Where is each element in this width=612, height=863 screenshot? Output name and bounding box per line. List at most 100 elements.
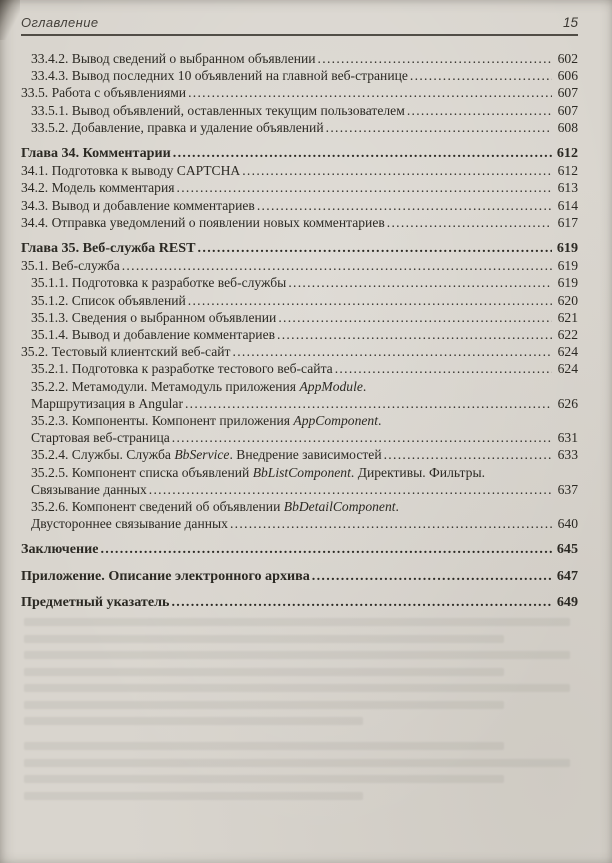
toc-page-number: 619 xyxy=(557,275,578,291)
dot-leader xyxy=(233,343,553,360)
toc-entry: 34.2. Модель комментария 613 xyxy=(21,179,578,196)
toc-entry: 33.4.3. Вывод последних 10 объявлений на… xyxy=(21,67,578,84)
showthrough-line xyxy=(24,634,505,643)
toc-line: 35.1.4. Вывод и добавление комментариев 6… xyxy=(31,326,578,343)
toc-line: Стартовая веб-страница 631 xyxy=(31,429,578,446)
toc-entry: 33.5. Работа с объявлениями 607 xyxy=(21,84,578,101)
toc-group: Предметный указатель 649 xyxy=(21,594,578,611)
toc-page-number: 631 xyxy=(557,430,578,446)
toc-entry: Глава 35. Веб-служба REST 619 xyxy=(21,240,578,257)
toc-line: 35.2.1. Подготовка к разработке тестовог… xyxy=(31,360,578,377)
toc-line: 35.2.6. Компонент сведений об объявлении… xyxy=(31,498,578,515)
toc-page-number: 619 xyxy=(557,258,578,274)
dot-leader xyxy=(257,197,552,214)
toc-line: 34.4. Отправка уведомлений о появлении н… xyxy=(21,214,578,231)
toc-line: Заключение 645 xyxy=(21,541,578,558)
toc-page-number: 607 xyxy=(557,85,578,101)
toc-entry-label: Приложение. Описание электронного архива xyxy=(21,567,310,584)
toc-line: Приложение. Описание электронного архива… xyxy=(21,568,578,585)
toc-line: Двустороннее связывание данных 640 xyxy=(31,515,578,532)
toc-entry-label: 33.4.2. Вывод сведений о выбранном объяв… xyxy=(31,51,316,66)
toc-entry-label: 35.2.1. Подготовка к разработке тестовог… xyxy=(31,361,333,377)
toc-entry: 35.2.5. Компонент списка объявлений BbLi… xyxy=(21,464,578,498)
toc-entry: 35.2. Тестовый клиентский веб-сайт 624 xyxy=(21,343,578,360)
dot-leader xyxy=(318,50,552,67)
scan-corner-shadow xyxy=(0,0,20,40)
toc-page-number: 612 xyxy=(557,163,578,179)
toc-line: 33.4.2. Вывод сведений о выбранном объяв… xyxy=(31,50,578,67)
toc-entry: Заключение 645 xyxy=(21,541,578,558)
toc-entry: 34.4. Отправка уведомлений о появлении н… xyxy=(21,214,578,231)
toc-page-number: 647 xyxy=(556,567,578,584)
toc-entry-label: Маршрутизация в Angular xyxy=(31,395,183,411)
dot-leader xyxy=(278,309,552,326)
toc-entry: 35.2.2. Метамодули. Метамодуль приложени… xyxy=(21,378,578,412)
toc-page-number: 607 xyxy=(557,102,578,118)
toc-page-number: 624 xyxy=(557,361,578,377)
showthrough-line xyxy=(24,717,363,725)
toc-page-number: 617 xyxy=(557,214,578,230)
toc-line: 35.2. Тестовый клиентский веб-сайт 624 xyxy=(21,343,578,360)
dot-leader xyxy=(335,360,552,377)
toc-entry-label: 34.4. Отправка уведомлений о появлении н… xyxy=(21,214,385,230)
toc-page-number: 649 xyxy=(556,593,578,610)
toc-entry-label: Глава 34. Комментарии xyxy=(21,145,171,162)
toc-entry: 33.4.2. Вывод сведений о выбранном объяв… xyxy=(21,50,578,67)
table-of-contents: 33.4.2. Вывод сведений о выбранном объяв… xyxy=(21,50,578,620)
toc-line: Глава 35. Веб-служба REST 619 xyxy=(21,240,578,257)
italic-term: BbListComponent xyxy=(252,464,351,480)
toc-entry: Приложение. Описание электронного архива… xyxy=(21,568,578,585)
page-showthrough xyxy=(24,742,570,808)
dot-leader xyxy=(407,102,552,119)
toc-entry: 33.5.1. Вывод объявлений, оставленных те… xyxy=(21,102,578,119)
dot-leader xyxy=(410,67,552,84)
toc-entry-label: 34.1. Подготовка к выводу CAPTCHA xyxy=(21,163,241,179)
toc-entry-label: 35.2. Тестовый клиентский веб-сайт xyxy=(21,344,231,360)
toc-entry-label: 35.1.1. Подготовка к разработке веб-служ… xyxy=(31,275,287,291)
toc-entry: 35.2.4. Службы. Служба BbService. Внедре… xyxy=(21,446,578,463)
toc-group: Заключение 645 xyxy=(21,541,578,558)
toc-entry-label: 35.2.5. Компонент списка объявлений BbLi… xyxy=(31,464,485,480)
toc-line: Связывание данных 637 xyxy=(31,481,578,498)
dot-leader xyxy=(326,119,552,136)
toc-page-number: 613 xyxy=(557,180,578,196)
toc-line: 33.5. Работа с объявлениями 607 xyxy=(21,84,578,101)
dot-leader xyxy=(171,594,552,611)
toc-line: 35.1.3. Сведения о выбранном объявлении 6… xyxy=(31,309,578,326)
toc-group: 33.4.2. Вывод сведений о выбранном объяв… xyxy=(21,50,578,136)
toc-entry-label: Стартовая веб-страница xyxy=(31,430,170,446)
italic-term: AppComponent xyxy=(293,413,378,429)
showthrough-line xyxy=(24,758,570,767)
toc-entry: 34.1. Подготовка к выводу CAPTCHA 612 xyxy=(21,162,578,179)
dot-leader xyxy=(177,179,553,196)
toc-entry-label: 33.5. Работа с объявлениями xyxy=(21,85,187,101)
toc-line: 35.2.4. Службы. Служба BbService. Внедре… xyxy=(31,446,578,463)
toc-line: 33.5.2. Добавление, правка и удаление об… xyxy=(31,119,578,136)
toc-page-number: 621 xyxy=(557,309,578,325)
dot-leader xyxy=(173,145,552,162)
toc-line: Маршрутизация в Angular 626 xyxy=(31,395,578,412)
toc-line: 35.1. Веб-служба 619 xyxy=(21,257,578,274)
toc-entry-label: 35.1.3. Сведения о выбранном объявлении xyxy=(31,309,277,325)
toc-entry: 35.1.4. Вывод и добавление комментариев 6… xyxy=(21,326,578,343)
dot-leader xyxy=(242,162,552,179)
toc-page-number: 637 xyxy=(557,481,578,497)
toc-entry: 34.3. Вывод и добавление комментариев 614 xyxy=(21,197,578,214)
toc-entry-label: Двустороннее связывание данных xyxy=(31,516,228,532)
toc-line: 35.1.2. Список объявлений 620 xyxy=(31,292,578,309)
showthrough-line xyxy=(24,684,570,692)
dot-leader xyxy=(149,481,552,498)
toc-entry: 35.2.1. Подготовка к разработке тестовог… xyxy=(21,360,578,377)
toc-entry-label: 35.1.2. Список объявлений xyxy=(31,292,186,308)
dot-leader xyxy=(172,429,552,446)
dot-leader xyxy=(198,240,552,257)
showthrough-line xyxy=(24,742,505,750)
page-header: Оглавление 15 xyxy=(21,15,578,36)
toc-page-number: 614 xyxy=(557,197,578,213)
toc-line: 35.2.2. Метамодули. Метамодуль приложени… xyxy=(31,378,578,395)
toc-entry: 35.2.3. Компоненты. Компонент приложения… xyxy=(21,412,578,446)
toc-page-number: 612 xyxy=(556,145,578,162)
toc-entry-label: Заключение xyxy=(21,541,99,558)
toc-line: 34.2. Модель комментария 613 xyxy=(21,179,578,196)
toc-entry-label: 33.5.2. Добавление, правка и удаление об… xyxy=(31,119,324,135)
